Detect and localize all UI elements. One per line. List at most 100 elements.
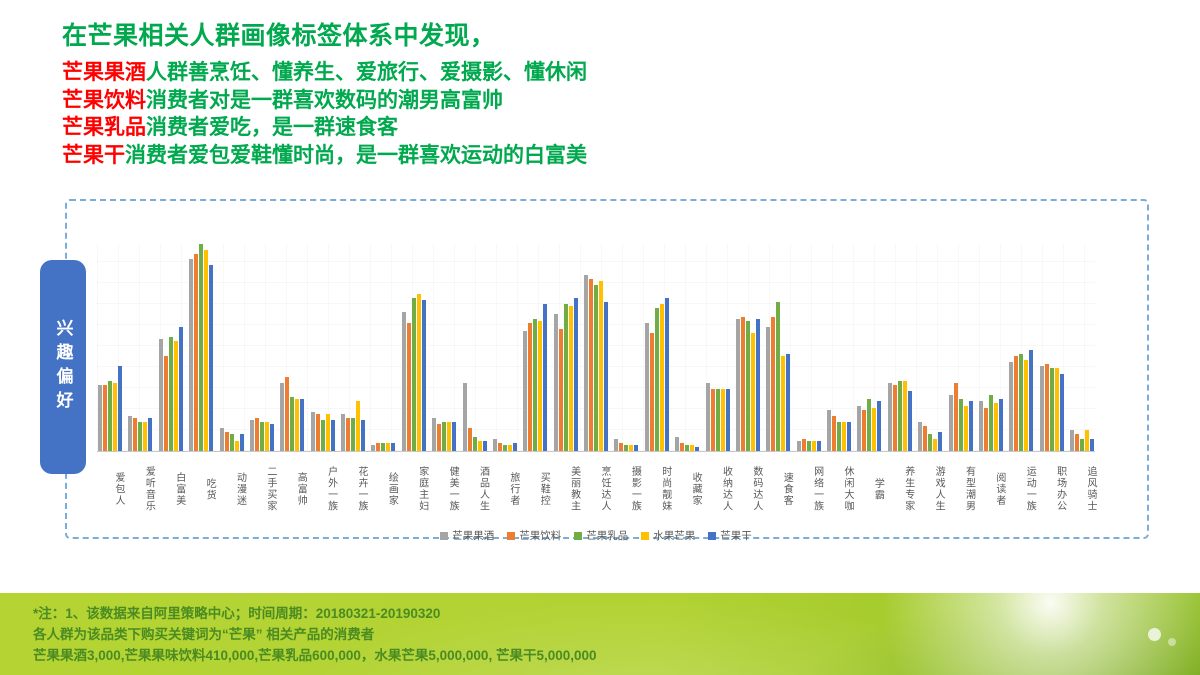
legend-item: 芒果干 [708, 528, 752, 543]
title-line-manggan: 芒果干消费者爱包爱鞋懂时尚，是一群喜欢运动的白富美 [62, 142, 587, 170]
bar-芒果乳品 [259, 422, 264, 451]
bar-芒果果酒 [1039, 366, 1044, 451]
bar-芒果果酒 [462, 382, 467, 451]
bar-芒果饮料 [163, 355, 168, 451]
bar-芒果果酒 [1009, 362, 1014, 451]
category-label: 摄影一族 [629, 466, 641, 512]
bar-芒果乳品 [928, 434, 933, 451]
bar-水果芒果 [690, 444, 695, 451]
bar-芒果乳品 [1049, 368, 1054, 451]
bar-芒果乳品 [199, 244, 204, 451]
bar-水果芒果 [386, 442, 391, 451]
bar-水果芒果 [842, 422, 846, 451]
bar-芒果干 [391, 442, 396, 451]
legend-item: 芒果饮料 [507, 528, 561, 543]
bar-芒果乳品 [563, 304, 568, 451]
bar-芒果干 [604, 302, 608, 451]
bar-芒果饮料 [710, 388, 715, 451]
bar-芒果乳品 [442, 422, 447, 451]
bar-芒果饮料 [285, 376, 290, 451]
bar-group [219, 428, 245, 451]
bar-芒果饮料 [953, 382, 958, 451]
bar-group [1008, 349, 1034, 451]
bar-芒果乳品 [168, 337, 173, 451]
category-label: 户外一族 [325, 466, 337, 512]
bar-芒果果酒 [827, 409, 831, 451]
bar-水果芒果 [750, 333, 755, 451]
category-label: 游戏人生 [933, 466, 945, 512]
bar-group [978, 395, 1004, 451]
bar-芒果乳品 [624, 444, 629, 451]
bar-芒果饮料 [406, 322, 411, 451]
bar-芒果干 [1029, 349, 1034, 451]
legend-label: 芒果干 [720, 530, 752, 542]
bar-group [310, 411, 336, 451]
bar-group [1039, 364, 1065, 451]
bar-芒果果酒 [371, 444, 376, 451]
category-label: 高富帅 [295, 471, 307, 507]
bar-水果芒果 [507, 444, 512, 451]
bar-芒果果酒 [857, 405, 862, 451]
footer-note-counts: 芒果果酒3,000,芒果果味饮料410,000,芒果乳品600,000，水果芒果… [33, 648, 597, 663]
bar-group [492, 438, 518, 451]
bar-芒果果酒 [948, 395, 953, 451]
bar-芒果干 [543, 304, 548, 451]
bar-芒果果酒 [341, 413, 345, 451]
bar-水果芒果 [143, 422, 148, 451]
legend-swatch-icon [507, 531, 516, 540]
bar-芒果乳品 [108, 380, 112, 451]
bar-芒果饮料 [315, 413, 320, 451]
bar-芒果乳品 [594, 285, 598, 451]
title-line-guojiu: 芒果果酒人群善烹饪、懂养生、爱旅行、爱摄影、懂休闲 [62, 59, 587, 87]
bar-水果芒果 [356, 401, 360, 451]
bar-水果芒果 [1024, 359, 1029, 451]
bar-芒果干 [847, 422, 851, 451]
plot-area [97, 243, 1095, 452]
bar-芒果乳品 [958, 399, 963, 451]
bar-group [431, 417, 457, 451]
bar-水果芒果 [568, 306, 573, 451]
legend-item: 芒果乳品 [574, 528, 628, 543]
bar-芒果干 [512, 442, 517, 451]
bar-芒果饮料 [680, 442, 685, 451]
bar-芒果乳品 [654, 308, 659, 451]
bar-芒果干 [634, 444, 639, 451]
bar-水果芒果 [234, 440, 239, 451]
bar-芒果饮料 [133, 417, 138, 451]
bar-group [97, 366, 123, 451]
bar-芒果饮料 [589, 279, 593, 451]
category-label: 收纳达人 [720, 466, 732, 512]
bar-芒果果酒 [98, 384, 102, 451]
bar-芒果干 [148, 417, 153, 451]
bar-芒果饮料 [1075, 434, 1079, 451]
bar-芒果乳品 [533, 318, 538, 451]
bar-芒果干 [907, 391, 912, 451]
bar-芒果果酒 [796, 440, 801, 451]
bar-芒果乳品 [745, 320, 750, 451]
bar-group [856, 399, 882, 451]
category-label: 速食客 [781, 471, 793, 507]
category-label: 酒品人生 [477, 466, 489, 512]
bar-芒果饮料 [103, 384, 107, 451]
category-label: 爱听音乐 [143, 466, 155, 512]
category-label: 运动一族 [1024, 466, 1036, 512]
bar-芒果干 [573, 297, 578, 451]
bar-芒果乳品 [411, 297, 416, 451]
bar-芒果果酒 [401, 312, 406, 451]
bar-芒果乳品 [988, 395, 993, 451]
title-rest: 消费者对是一群喜欢数码的潮男高富帅 [146, 88, 503, 112]
bar-芒果乳品 [502, 444, 507, 451]
bar-group [401, 293, 427, 451]
bar-水果芒果 [295, 399, 300, 451]
bar-芒果干 [269, 424, 274, 451]
bar-group [826, 409, 852, 451]
bar-水果芒果 [264, 422, 269, 451]
legend-label: 芒果果酒 [452, 530, 495, 542]
legend-swatch-icon [641, 531, 650, 540]
bar-group [249, 417, 275, 451]
chart-panel: 兴趣偏好 爱包人 爱听音乐 白富美 吃货 动漫迷 二手买家 高富帅 户外一族 花卉一族 绘画家 家庭… [40, 199, 1149, 542]
category-label: 动漫迷 [234, 471, 246, 507]
category-label: 家庭主妇 [416, 466, 428, 512]
bar-芒果饮料 [771, 316, 776, 451]
bar-芒果乳品 [229, 434, 234, 451]
